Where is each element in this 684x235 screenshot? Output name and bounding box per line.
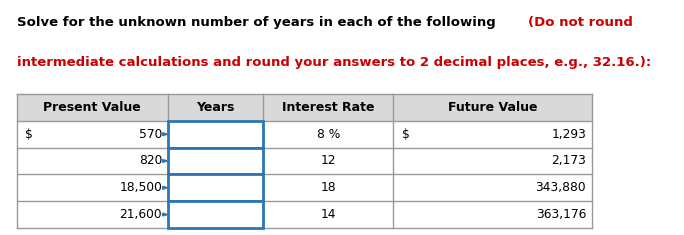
Text: Interest Rate: Interest Rate	[282, 101, 375, 114]
Text: 1,293: 1,293	[551, 128, 586, 141]
Text: Solve for the unknown number of years in each of the following: Solve for the unknown number of years in…	[17, 16, 501, 29]
Bar	[168, 174, 263, 201]
Text: $: $	[25, 128, 33, 141]
Text: 363,176: 363,176	[536, 208, 586, 221]
Bar	[168, 201, 263, 228]
Text: 8 %: 8 %	[317, 128, 340, 141]
Text: intermediate calculations and round your answers to 2 decimal places, e.g., 32.1: intermediate calculations and round your…	[17, 56, 651, 69]
Text: 2,173: 2,173	[551, 154, 586, 168]
Text: 21,600: 21,600	[120, 208, 162, 221]
Text: 18: 18	[321, 181, 336, 194]
Text: (Do not round: (Do not round	[528, 16, 633, 29]
Polygon shape	[163, 213, 168, 216]
Text: Present Value: Present Value	[44, 101, 141, 114]
Text: 343,880: 343,880	[536, 181, 586, 194]
Polygon shape	[163, 186, 168, 189]
Bar	[17, 94, 592, 121]
Text: 570: 570	[139, 128, 162, 141]
Text: Future Value: Future Value	[448, 101, 537, 114]
Polygon shape	[163, 133, 168, 136]
Text: 18,500: 18,500	[119, 181, 162, 194]
Text: Years: Years	[196, 101, 235, 114]
Text: 12: 12	[321, 154, 336, 168]
Polygon shape	[163, 160, 168, 162]
Bar	[168, 148, 263, 174]
Text: $: $	[402, 128, 409, 141]
Text: 14: 14	[321, 208, 336, 221]
Text: 820: 820	[139, 154, 162, 168]
Bar	[168, 121, 263, 148]
